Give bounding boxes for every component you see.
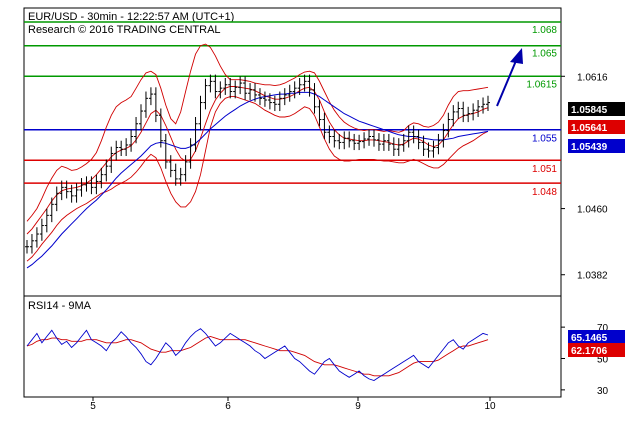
rsi-ma-badge-bg bbox=[568, 343, 625, 357]
level-label-5: 1.048 bbox=[532, 187, 557, 198]
level-label-3: 1.055 bbox=[532, 134, 557, 145]
band-upper-line bbox=[26, 43, 489, 222]
forecast-arrow-head bbox=[510, 48, 523, 64]
price-badge-text: 1.05845 bbox=[571, 105, 608, 116]
rsi-panel-frame bbox=[23, 295, 562, 398]
forecast-arrow-shaft bbox=[496, 55, 519, 107]
x-tick-label-3: 10 bbox=[484, 401, 496, 412]
price-badge-bg bbox=[568, 102, 625, 116]
moving-averages bbox=[26, 86, 489, 269]
rsi-ma-line bbox=[26, 336, 489, 377]
chart-subtitle: Research © 2016 TRADING CENTRAL bbox=[28, 24, 221, 36]
value-badges: 1.05641 1.05845 1.05439 65.1465 62.1706 bbox=[568, 102, 625, 357]
rsi-ma-badge-text: 62.1706 bbox=[571, 346, 608, 357]
ma-slow-badge-text: 1.05439 bbox=[571, 142, 608, 153]
x-tick-label-1: 6 bbox=[225, 401, 231, 412]
forecast-arrow bbox=[496, 48, 523, 107]
rsi-tick-label-0: 70 bbox=[597, 323, 609, 334]
support-resistance-levels: 1.068 1.065 1.0615 1.055 1.051 1.048 bbox=[24, 21, 561, 198]
ma-slow-badge-bg bbox=[568, 139, 625, 153]
level-label-4: 1.051 bbox=[532, 164, 557, 175]
x-tick-label-0: 5 bbox=[90, 401, 96, 412]
x-tick-label-2: 9 bbox=[355, 401, 361, 412]
price-tick-label-0: 1.0616 bbox=[577, 72, 608, 83]
price-bars bbox=[25, 74, 490, 254]
rsi-line bbox=[26, 328, 489, 381]
ma-fast-badge-text: 1.05641 bbox=[571, 123, 608, 134]
rsi-tick-label-1: 50 bbox=[597, 355, 609, 366]
price-panel-frame bbox=[23, 7, 562, 297]
y-axis-ticks: 1.0616 1.0460 1.0382 70 50 30 bbox=[561, 72, 609, 397]
rsi-lines bbox=[26, 328, 489, 381]
rsi-badge-text: 65.1465 bbox=[571, 333, 608, 344]
ma-fast-line bbox=[26, 86, 489, 235]
price-tick-label-1: 1.0460 bbox=[577, 205, 608, 216]
rsi-badge-bg bbox=[568, 330, 625, 344]
ma-slow-line bbox=[26, 91, 489, 269]
level-label-2: 1.0615 bbox=[526, 79, 557, 90]
rsi-tick-label-2: 30 bbox=[597, 386, 609, 397]
level-label-0: 1.068 bbox=[532, 25, 557, 36]
level-label-1: 1.065 bbox=[532, 49, 557, 60]
x-axis-ticks: 5 6 9 10 bbox=[90, 397, 496, 412]
price-tick-label-2: 1.0382 bbox=[577, 271, 608, 282]
rsi-label: RSI14 - 9MA bbox=[28, 300, 92, 312]
ma-fast-badge-bg bbox=[568, 120, 625, 134]
chart-title: EUR/USD - 30min - 12:22:57 AM (UTC+1) bbox=[28, 11, 234, 23]
